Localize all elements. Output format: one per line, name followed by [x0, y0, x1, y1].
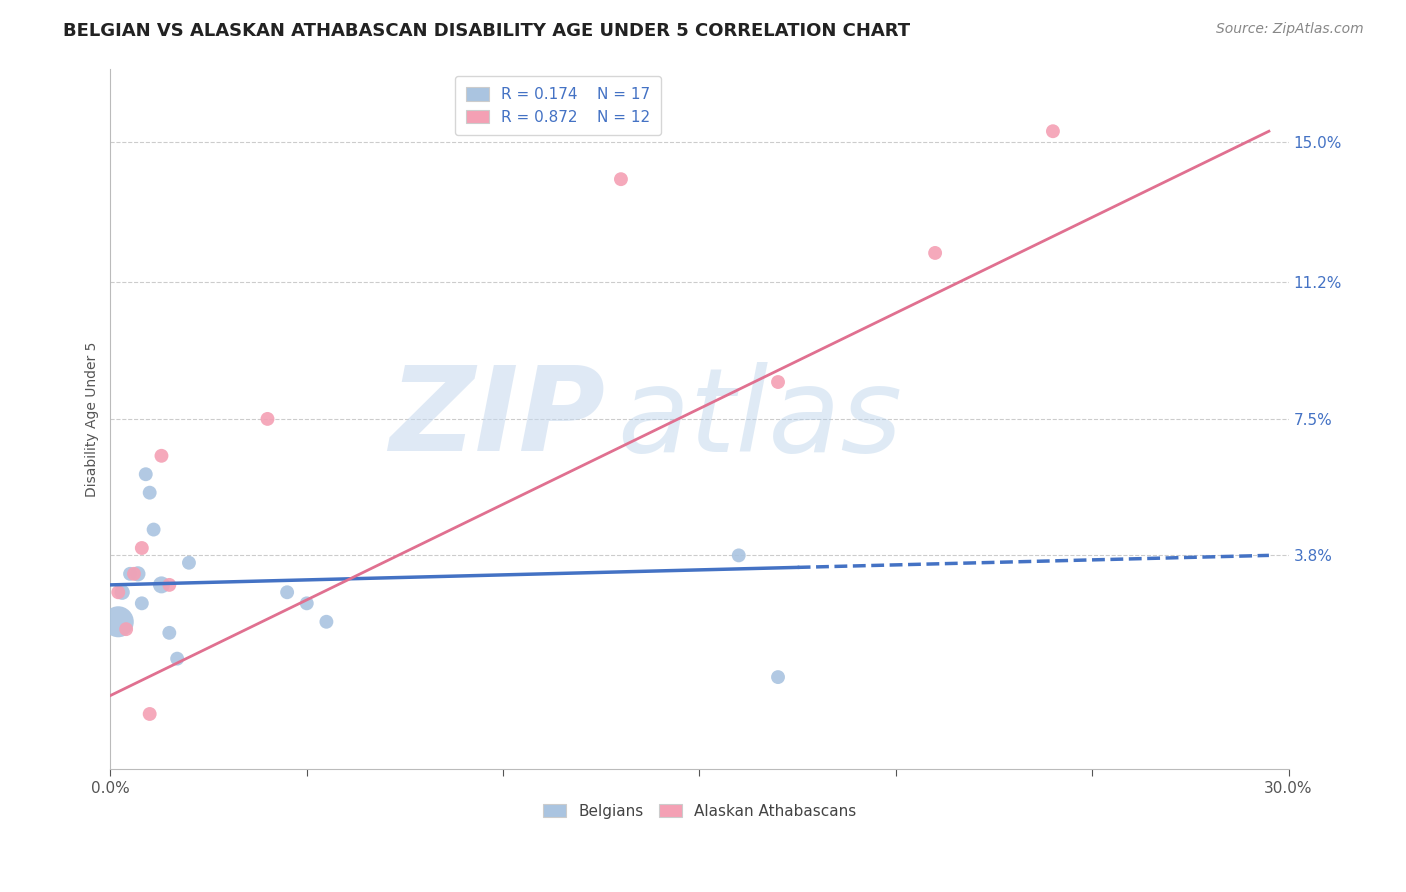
Point	[135, 467, 157, 482]
Point	[107, 585, 129, 599]
Point	[122, 566, 145, 581]
Point	[131, 596, 153, 610]
Point	[177, 556, 200, 570]
Point	[138, 485, 160, 500]
Point	[115, 622, 138, 636]
Text: Source: ZipAtlas.com: Source: ZipAtlas.com	[1216, 22, 1364, 37]
Point	[111, 585, 134, 599]
Text: BELGIAN VS ALASKAN ATHABASCAN DISABILITY AGE UNDER 5 CORRELATION CHART: BELGIAN VS ALASKAN ATHABASCAN DISABILITY…	[63, 22, 911, 40]
Point	[315, 615, 337, 629]
Point	[924, 246, 946, 260]
Text: ZIP: ZIP	[389, 361, 605, 476]
Point	[610, 172, 633, 186]
Point	[157, 625, 180, 640]
Point	[256, 412, 278, 426]
Point	[727, 549, 749, 563]
Point	[142, 523, 165, 537]
Point	[107, 615, 129, 629]
Point	[166, 651, 188, 665]
Point	[766, 375, 789, 389]
Legend: Belgians, Alaskan Athabascans: Belgians, Alaskan Athabascans	[537, 797, 862, 825]
Y-axis label: Disability Age Under 5: Disability Age Under 5	[86, 342, 100, 497]
Point	[157, 578, 180, 592]
Point	[276, 585, 298, 599]
Text: atlas: atlas	[617, 362, 903, 476]
Point	[150, 578, 173, 592]
Point	[766, 670, 789, 684]
Point	[131, 541, 153, 555]
Point	[150, 449, 173, 463]
Point	[138, 706, 160, 721]
Point	[118, 566, 141, 581]
Point	[1042, 124, 1064, 138]
Point	[295, 596, 318, 610]
Point	[127, 566, 149, 581]
